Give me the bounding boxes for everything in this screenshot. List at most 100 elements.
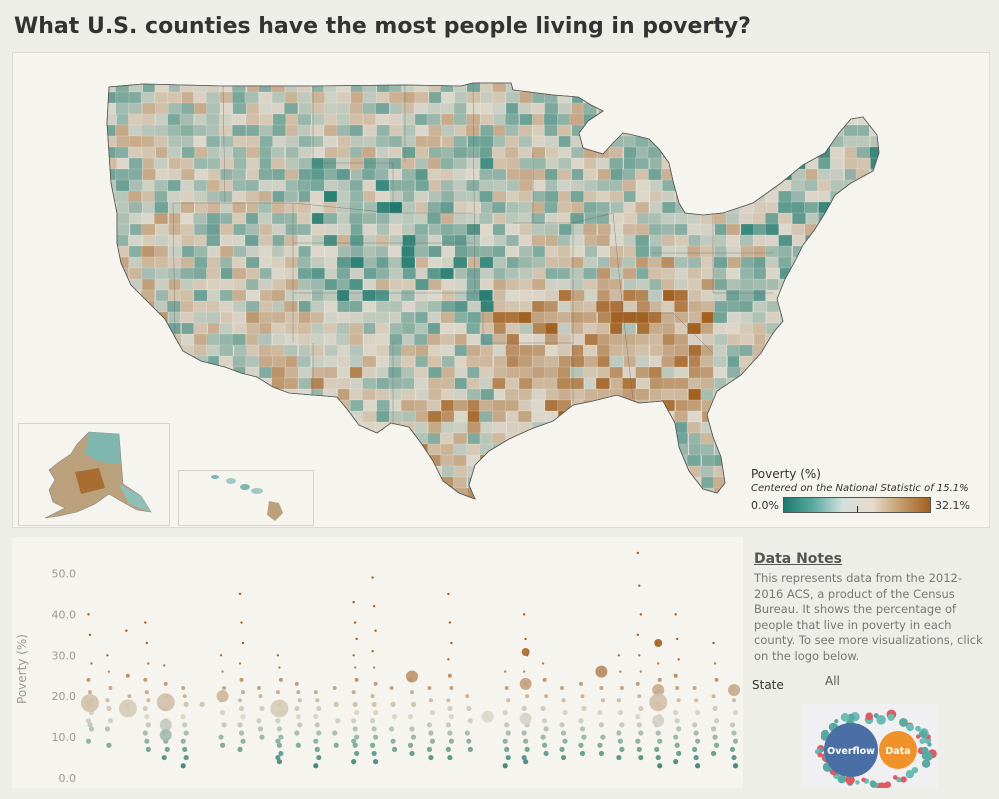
county-point[interactable]: [355, 637, 358, 641]
county-point[interactable]: [88, 633, 92, 637]
county-point[interactable]: [447, 730, 453, 736]
large-county-point[interactable]: [406, 670, 418, 683]
county-point[interactable]: [316, 754, 322, 761]
large-county-point[interactable]: [159, 729, 172, 742]
county-point[interactable]: [466, 738, 472, 744]
county-point[interactable]: [222, 686, 227, 690]
county-point[interactable]: [710, 750, 717, 757]
county-point[interactable]: [540, 734, 546, 740]
county-point[interactable]: [370, 718, 376, 724]
county-point[interactable]: [390, 701, 396, 707]
county-point[interactable]: [505, 754, 511, 761]
county-point[interactable]: [371, 649, 374, 653]
county-point[interactable]: [164, 746, 170, 752]
county-point[interactable]: [183, 730, 189, 736]
county-point[interactable]: [182, 694, 187, 699]
state-column[interactable]: [216, 654, 229, 748]
county-point[interactable]: [581, 734, 587, 740]
large-county-point[interactable]: [481, 710, 494, 723]
county-point[interactable]: [275, 718, 281, 724]
county-point[interactable]: [560, 754, 567, 761]
county-point[interactable]: [673, 673, 678, 678]
county-point[interactable]: [578, 742, 584, 748]
county-point[interactable]: [373, 759, 379, 765]
county-point[interactable]: [449, 686, 454, 690]
county-point[interactable]: [391, 714, 398, 720]
county-point[interactable]: [502, 709, 508, 716]
county-point[interactable]: [275, 690, 280, 695]
county-point[interactable]: [180, 763, 186, 769]
county-point[interactable]: [638, 705, 644, 712]
county-point[interactable]: [370, 694, 375, 699]
county-point[interactable]: [314, 746, 320, 752]
state-column[interactable]: [118, 629, 137, 718]
county-point[interactable]: [145, 722, 151, 728]
county-point[interactable]: [296, 690, 301, 695]
county-point[interactable]: [316, 705, 322, 712]
county-point[interactable]: [635, 681, 640, 686]
logo-graphic[interactable]: Overflow Data: [801, 704, 938, 793]
us-county-map[interactable]: [13, 53, 989, 527]
county-point[interactable]: [278, 666, 281, 669]
county-point[interactable]: [351, 718, 357, 724]
county-point[interactable]: [675, 637, 679, 641]
county-point[interactable]: [147, 662, 150, 665]
county-point[interactable]: [241, 641, 245, 645]
county-point[interactable]: [161, 754, 167, 761]
county-point[interactable]: [676, 698, 681, 703]
county-point[interactable]: [655, 754, 661, 761]
county-point[interactable]: [256, 686, 261, 690]
county-point[interactable]: [562, 709, 568, 716]
county-point[interactable]: [388, 726, 395, 732]
county-point[interactable]: [256, 718, 262, 724]
county-point[interactable]: [352, 654, 355, 657]
state-column[interactable]: [445, 592, 454, 761]
state-column[interactable]: [351, 600, 360, 765]
large-county-point[interactable]: [728, 684, 740, 697]
county-point[interactable]: [523, 738, 529, 744]
county-point[interactable]: [276, 654, 280, 657]
county-point[interactable]: [352, 600, 355, 604]
county-point[interactable]: [541, 718, 548, 724]
county-point[interactable]: [673, 709, 679, 716]
county-point[interactable]: [219, 742, 226, 748]
county-point[interactable]: [521, 754, 527, 761]
county-point[interactable]: [712, 734, 718, 740]
state-column[interactable]: [710, 641, 720, 757]
county-point[interactable]: [636, 551, 639, 555]
county-point[interactable]: [674, 742, 680, 748]
data-points[interactable]: [81, 551, 740, 769]
county-point[interactable]: [542, 677, 547, 682]
county-point[interactable]: [636, 633, 639, 637]
large-county-point[interactable]: [654, 639, 663, 647]
county-point[interactable]: [332, 730, 338, 736]
county-point[interactable]: [502, 763, 508, 769]
hawaii-map[interactable]: [179, 471, 313, 525]
county-point[interactable]: [562, 738, 568, 744]
county-point[interactable]: [673, 759, 679, 765]
county-point[interactable]: [522, 670, 526, 673]
county-point[interactable]: [372, 604, 376, 608]
county-point[interactable]: [351, 690, 356, 695]
state-column[interactable]: [180, 686, 189, 769]
county-point[interactable]: [106, 705, 112, 712]
county-point[interactable]: [372, 666, 376, 669]
county-point[interactable]: [316, 730, 322, 736]
county-point[interactable]: [729, 722, 736, 728]
county-point[interactable]: [598, 750, 605, 757]
state-column[interactable]: [464, 694, 473, 752]
large-county-point[interactable]: [216, 690, 229, 703]
county-point[interactable]: [145, 641, 149, 645]
county-point[interactable]: [466, 705, 472, 712]
county-point[interactable]: [354, 750, 360, 757]
county-point[interactable]: [295, 742, 301, 748]
county-point[interactable]: [467, 718, 473, 724]
county-point[interactable]: [352, 726, 358, 732]
county-point[interactable]: [560, 730, 567, 736]
county-point[interactable]: [427, 686, 432, 690]
county-point[interactable]: [504, 686, 509, 690]
county-point[interactable]: [731, 730, 737, 736]
large-county-point[interactable]: [118, 699, 137, 718]
county-point[interactable]: [127, 694, 132, 699]
large-county-point[interactable]: [652, 714, 665, 727]
